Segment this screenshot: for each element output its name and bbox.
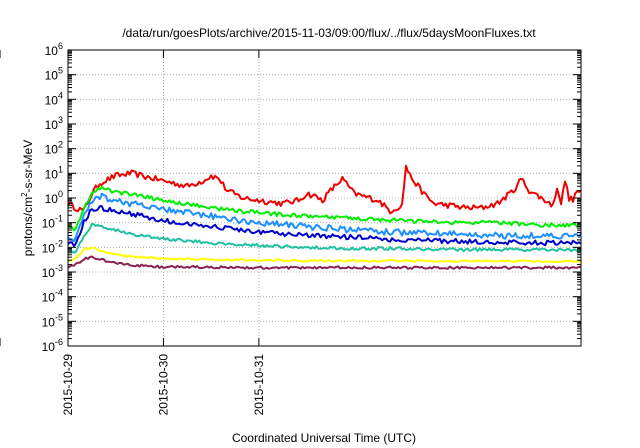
svg-text:protons/cm2-s-sr-MeV: protons/cm2-s-sr-MeV (20, 140, 35, 256)
x-axis-label: Coordinated Universal Time (UTC) (232, 431, 416, 445)
grid-lines (68, 50, 581, 346)
data-series-line (67, 255, 581, 270)
y-axis-label: protons/cm2-s-sr-MeV (20, 140, 35, 256)
axis-ticks: 10-6 10-5 10-4 10-3 10-2 10-1 100 101 102 103 104 1… (0, 0, 581, 415)
y-tick-label: 10-4 (42, 288, 63, 305)
y-tick-label: 10-6 (42, 337, 63, 354)
y-tick-label: 101 (45, 164, 63, 181)
data-series-line (68, 185, 582, 232)
y-axis-label-sup: 2 (20, 192, 29, 197)
y-tick-label: 103 (45, 115, 63, 132)
y-tick-label: 104 (45, 90, 63, 107)
y-tick-label: 10-5 (42, 312, 63, 329)
y-tick-label: 10-2 (42, 238, 63, 255)
data-series-line (67, 205, 582, 248)
y-tick-label: 105 (45, 66, 63, 83)
data-series-line (67, 192, 582, 243)
y-tick-label: 106 (45, 41, 63, 58)
chart-title: /data/run/goesPlots/archive/2015-11-03/0… (122, 26, 536, 40)
data-series-line (67, 222, 582, 254)
y-axis-label-base: protons/cm (21, 197, 35, 256)
data-series-line (67, 246, 582, 264)
data-series (67, 164, 582, 270)
y-tick-label: 10-3 (42, 263, 63, 280)
x-tick-label: 2015-10-29 (61, 354, 75, 416)
y-axis-label-rest: -s-sr-MeV (21, 140, 35, 193)
x-tick-label: 2015-10-31 (252, 354, 266, 416)
y-tick-label: 10-1 (42, 214, 63, 231)
data-series-line (67, 164, 582, 215)
x-tick-label: 2015-10-30 (156, 354, 170, 416)
y-tick-label: 100 (45, 189, 63, 206)
y-tick-label: 102 (45, 140, 63, 157)
